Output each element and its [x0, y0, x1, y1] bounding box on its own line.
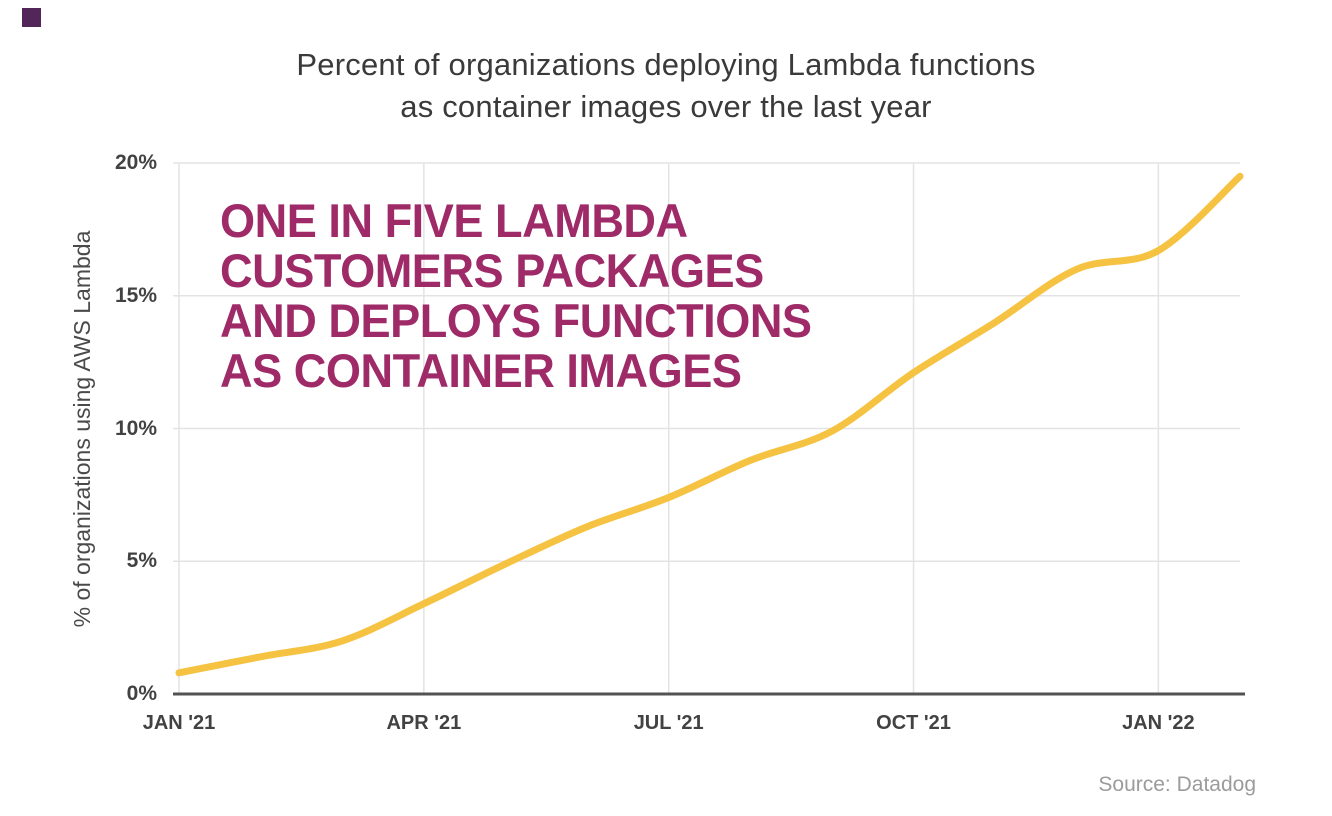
chart-title-line1: Percent of organizations deploying Lambd… [296, 47, 1036, 82]
callout-line-2: CUSTOMERS PACKAGES [220, 244, 764, 297]
callout-text: ONE IN FIVE LAMBDA CUSTOMERS PACKAGES AN… [220, 196, 812, 396]
callout-line-1: ONE IN FIVE LAMBDA [220, 194, 688, 247]
y-tick-label: 5% [126, 549, 157, 573]
y-tick-label: 10% [114, 416, 157, 440]
x-tick-label: JAN '22 [1122, 712, 1195, 734]
y-tick-label: 0% [126, 682, 157, 705]
x-tick-label: JUL '21 [633, 712, 704, 734]
callout-line-4: AS CONTAINER IMAGES [220, 344, 742, 397]
y-tick-label: 15% [114, 283, 157, 307]
source-credit: Source: Datadog [1098, 773, 1256, 796]
x-tick-label: JAN '21 [142, 712, 216, 734]
x-tick-label: APR '21 [386, 712, 462, 734]
chart-title: Percent of organizations deploying Lambd… [0, 44, 1332, 128]
x-tick-label: OCT '21 [876, 712, 951, 734]
datadog-logo-square-icon [22, 8, 41, 27]
callout-line-3: AND DEPLOYS FUNCTIONS [220, 294, 812, 347]
chart-title-line2: as container images over the last year [400, 89, 932, 124]
data-line [175, 172, 1244, 677]
y-tick-label: 20% [114, 151, 157, 174]
